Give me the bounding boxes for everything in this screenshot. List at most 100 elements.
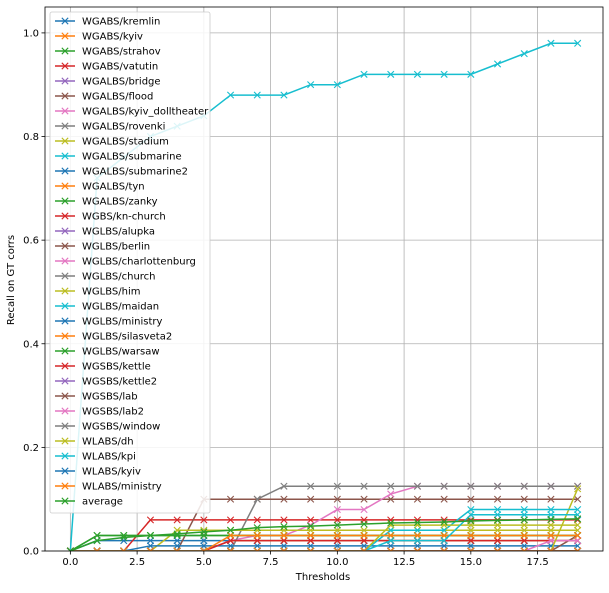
legend-marker-28 [61, 437, 69, 445]
data-point-19-19 [574, 505, 582, 514]
data-point-32-8 [280, 523, 288, 531]
data-point-31-15 [467, 547, 475, 551]
legend-label-10: WGALBS/submarine2 [82, 167, 188, 178]
series-line-7 [70, 485, 578, 551]
data-point-21-16 [493, 531, 502, 540]
data-point-10-14 [440, 542, 448, 550]
legend-entry-11: WGALBS/tyn [55, 182, 145, 193]
data-point-13-7 [253, 537, 261, 545]
data-point-9-8 [280, 91, 288, 99]
data-point-21-12 [387, 531, 395, 540]
x-tick-label-7: 17.5 [526, 557, 548, 568]
legend-marker-20 [61, 317, 69, 325]
data-point-10-9 [307, 542, 315, 550]
legend-label-20: WGLBS/ministry [82, 317, 162, 328]
data-point-21-6 [226, 531, 235, 540]
data-point-13-9 [307, 537, 315, 545]
series-10 [66, 542, 582, 551]
legend-entry-19: WGLBS/maidan [55, 302, 159, 313]
data-point-9-9 [307, 81, 315, 89]
data-point-13-6 [226, 537, 235, 545]
y-tick-label-5: 1.0 [23, 28, 39, 39]
legend-entry-17: WGLBS/church [55, 272, 156, 283]
legend-marker-9 [61, 152, 69, 160]
legend-entry-0: WGABS/kremlin [55, 17, 160, 28]
data-point-28-18 [547, 521, 555, 529]
data-point-31-10 [333, 547, 341, 551]
data-point-6-12 [387, 490, 395, 498]
legend-marker-2 [61, 47, 69, 55]
data-point-21-19 [574, 531, 582, 540]
data-point-3-5 [200, 516, 208, 524]
legend-marker-25 [61, 392, 69, 400]
data-point-32-9 [307, 522, 315, 530]
series-line-13 [70, 539, 578, 551]
data-point-3-10 [333, 516, 341, 524]
data-point-7-14 [440, 482, 448, 490]
data-point-5-15 [467, 495, 475, 503]
data-point-32-14 [440, 518, 448, 526]
legend-entry-12: WGALBS/zanky [55, 197, 158, 208]
legend-marker-7 [61, 122, 69, 130]
legend-marker-21 [61, 332, 69, 340]
legend-entry-29: WLABS/kpi [55, 452, 136, 463]
data-point-21-15 [467, 531, 475, 540]
data-point-29-16 [493, 511, 502, 519]
data-point-32-0 [66, 547, 74, 551]
legend-entry-28: WLABS/dh [55, 437, 134, 448]
legend-marker-30 [61, 467, 69, 475]
legend-marker-22 [61, 347, 69, 355]
data-point-32-15 [467, 517, 475, 525]
data-point-21-17 [520, 531, 528, 540]
data-point-32-17 [520, 516, 528, 524]
legend-marker-5 [61, 92, 69, 100]
data-point-5-18 [547, 495, 555, 503]
data-point-7-11 [360, 482, 368, 490]
data-point-10-5 [200, 542, 208, 550]
data-point-21-13 [413, 531, 422, 540]
legend-label-17: WGLBS/church [82, 272, 156, 283]
legend-entry-27: WGSBS/window [55, 422, 160, 433]
data-point-5-12 [387, 495, 395, 503]
data-point-10-4 [173, 542, 181, 550]
series-line-8 [70, 529, 578, 551]
data-point-31-19 [574, 547, 582, 551]
data-point-7-12 [387, 482, 395, 490]
legend-marker-26 [61, 407, 69, 415]
data-point-3-8 [280, 516, 288, 524]
legend-entry-9: WGALBS/submarine [55, 152, 182, 163]
data-point-31-1 [93, 547, 101, 551]
legend-entry-24: WGSBS/kettle2 [55, 377, 157, 388]
data-point-32-10 [333, 521, 341, 529]
legend-marker-24 [61, 377, 69, 385]
data-point-8-10 [333, 526, 341, 534]
data-point-6-9 [307, 521, 315, 529]
data-point-21-7 [253, 531, 261, 540]
y-tick-label-0: 0.0 [23, 547, 39, 558]
data-point-9-6 [226, 91, 235, 99]
legend-label-13: WGBS/kn-church [82, 212, 166, 223]
x-tick-label-3: 7.5 [263, 557, 279, 568]
legend-entry-32: average [55, 497, 123, 508]
axes-frame [44, 6, 604, 552]
data-point-6-10 [333, 505, 341, 514]
legend-entry-18: WGLBS/him [55, 287, 140, 298]
data-point-21-11 [360, 531, 368, 540]
legend-marker-6 [61, 107, 69, 115]
legend-label-23: WGSBS/kettle [82, 362, 151, 373]
legend-label-3: WGABS/vatutin [82, 62, 158, 73]
legend-entry-25: WGSBS/lab [55, 392, 138, 403]
data-point-5-10 [333, 495, 341, 503]
data-point-3-6 [226, 516, 235, 524]
data-point-10-6 [226, 542, 235, 550]
data-point-32-19 [574, 515, 582, 523]
series-line-2 [69, 534, 578, 551]
data-point-29-13 [413, 537, 422, 545]
data-point-5-13 [413, 495, 422, 503]
legend-marker-1 [61, 32, 69, 40]
legend-entry-7: WGALBS/rovenki [55, 122, 165, 133]
data-point-9-18 [547, 39, 555, 47]
y-axis-label: Recall on GT corrs [6, 235, 17, 325]
data-point-31-5 [200, 547, 208, 551]
